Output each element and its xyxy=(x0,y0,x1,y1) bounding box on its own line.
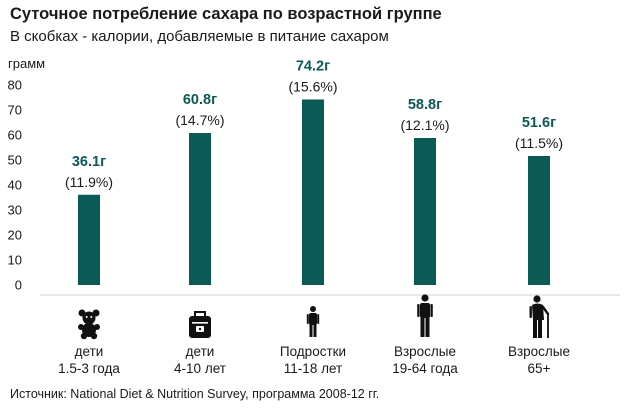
category-label-line1: Взрослые xyxy=(508,344,570,359)
y-tick-label: 40 xyxy=(8,178,22,193)
category-label-line1: дети xyxy=(75,344,104,359)
teenager-icon xyxy=(306,306,320,337)
percent-label: (12.1%) xyxy=(400,117,449,133)
category-label-line2: 1.5-3 года xyxy=(58,361,120,376)
bar xyxy=(189,133,211,285)
value-label: 74.2г xyxy=(296,59,330,75)
value-label: 51.6г xyxy=(522,115,556,131)
y-tick-label: 20 xyxy=(8,228,22,243)
teddy-bear-icon xyxy=(78,309,100,340)
category-label-line1: Взрослые xyxy=(394,344,456,359)
x-axis-categories: дети 1.5-3 года дети 4-10 лет Подростки 11-18… xyxy=(58,294,570,376)
bar xyxy=(528,156,550,285)
bar xyxy=(302,99,324,285)
chart-subtitle: В скобках - калории, добавляемые в питан… xyxy=(10,28,389,45)
category-label-line1: Подростки xyxy=(280,344,346,359)
elderly-with-cane-icon xyxy=(529,295,550,338)
percent-label: (11.5%) xyxy=(515,135,563,151)
y-tick-label: 60 xyxy=(8,128,22,143)
school-bag-icon xyxy=(189,311,211,338)
percent-label: (14.7%) xyxy=(175,112,224,128)
chart-title: Суточное потребление сахара по возрастно… xyxy=(10,5,442,23)
y-axis-ticks: 0 10 20 30 40 50 60 70 80 xyxy=(8,78,22,293)
y-tick-label: 80 xyxy=(8,78,22,93)
y-tick-label: 0 xyxy=(15,278,22,293)
category-label-line2: 65+ xyxy=(528,361,551,376)
adult-icon xyxy=(417,294,433,337)
y-tick-label: 50 xyxy=(8,153,22,168)
percent-label: (15.6%) xyxy=(288,79,337,95)
y-tick-label: 10 xyxy=(8,253,22,268)
bars xyxy=(78,99,550,285)
data-labels: (11.9%) 36.1г (14.7%) 60.8г (15.6%) 74.2г (12.… xyxy=(65,59,563,190)
percent-label: (11.9%) xyxy=(65,174,113,190)
y-tick-label: 30 xyxy=(8,203,22,218)
category-label-line2: 4-10 лет xyxy=(174,361,226,376)
bar xyxy=(414,138,436,285)
value-label: 60.8г xyxy=(183,92,217,108)
category-label-line2: 19-64 года xyxy=(392,361,458,376)
y-axis-label: грамм xyxy=(8,56,45,71)
value-label: 36.1г xyxy=(72,154,106,170)
category-label-line1: дети xyxy=(186,344,215,359)
bar xyxy=(78,194,100,285)
category-label-line2: 11-18 лет xyxy=(284,361,342,376)
source-note: Источник: National Diet & Nutrition Surv… xyxy=(10,387,380,401)
y-tick-label: 70 xyxy=(8,103,22,118)
value-label: 58.8г xyxy=(408,97,442,113)
